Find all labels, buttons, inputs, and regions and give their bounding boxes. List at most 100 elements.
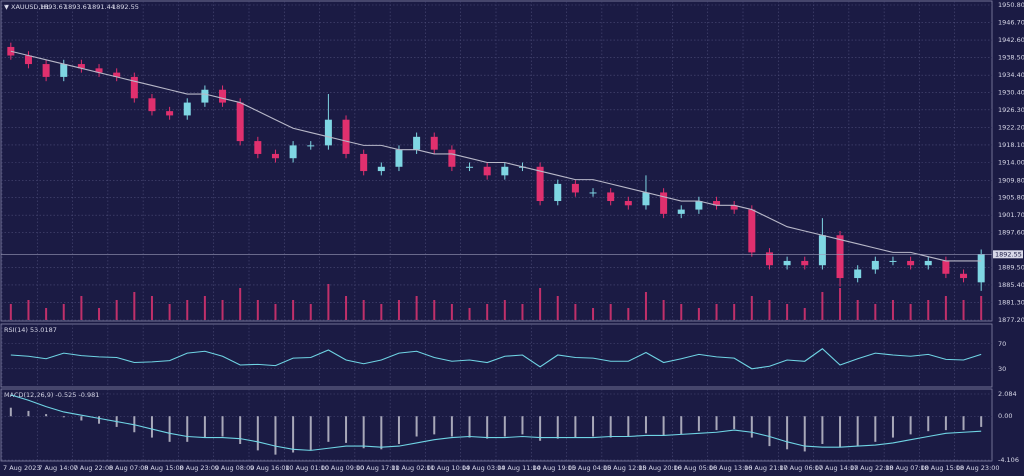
- x-tick-label: 16 Aug 05:00: [673, 464, 717, 472]
- candle-body: [148, 98, 156, 112]
- candle-body: [889, 260, 897, 262]
- volume-bar: [309, 304, 312, 320]
- x-tick-label: 17 Aug 22:00: [850, 464, 894, 472]
- macd-bar: [697, 416, 700, 432]
- volume-bar: [397, 300, 400, 320]
- x-tick-label: 9 Aug 16:00: [250, 464, 290, 472]
- rsi-panel: [0, 323, 993, 388]
- x-tick-label: 7 Aug 2023: [3, 464, 41, 472]
- volume-bar: [133, 292, 136, 320]
- x-tick-label: 16 Aug 21:00: [744, 464, 788, 472]
- candle-body: [871, 260, 879, 270]
- moving-average: [10, 50, 982, 262]
- signal-line: [10, 394, 982, 451]
- volume-bar: [715, 304, 718, 320]
- y-tick-label: 1922.20: [998, 123, 1024, 131]
- y-tick-label: 1889.50: [998, 263, 1024, 271]
- candle-body: [413, 136, 421, 150]
- macd-bar: [962, 416, 965, 431]
- volume-bar: [891, 300, 894, 320]
- volume-bar: [627, 308, 630, 320]
- macd-title: MACD(12,26,9) -0.525 -0.981: [4, 391, 99, 399]
- candle-body: [377, 166, 385, 172]
- candle-body: [130, 76, 138, 99]
- ohlc-value: 1891.44: [88, 3, 115, 11]
- x-tick-label: 18 Aug 07:00: [885, 464, 929, 472]
- volume-bar: [980, 296, 983, 320]
- volume-bar: [292, 300, 295, 320]
- volume-bar: [874, 304, 877, 320]
- volume-bar: [380, 304, 383, 320]
- y-tick-label: 1901.70: [998, 211, 1024, 219]
- candle-body: [554, 183, 562, 202]
- y-tick-label: 1905.80: [998, 194, 1024, 202]
- volume-bar: [556, 296, 559, 320]
- x-tick-label: 16 Aug 13:00: [709, 464, 753, 472]
- volume-bar: [9, 304, 12, 320]
- y-tick-label: 1885.40: [998, 281, 1024, 289]
- y-tick-label: 1930.40: [998, 88, 1024, 96]
- macd-bar: [539, 416, 542, 441]
- candle-body: [589, 192, 597, 194]
- macd-bar: [274, 416, 277, 455]
- x-tick-label: 14 Aug 19:00: [532, 464, 576, 472]
- volume-bar: [962, 300, 965, 320]
- candle-body: [307, 145, 315, 147]
- candle-body: [483, 166, 491, 176]
- candle-body: [166, 111, 174, 116]
- x-tick-label: 10 Aug 09:00: [321, 464, 365, 472]
- volume-bar: [856, 300, 859, 320]
- candle-body: [660, 192, 668, 214]
- volume-bar: [733, 304, 736, 320]
- macd-bar: [345, 416, 348, 443]
- x-tick-label: 11 Aug 02:00: [391, 464, 435, 472]
- x-tick-label: 7 Aug 14:00: [38, 464, 78, 472]
- macd-bar: [839, 416, 842, 448]
- candle-body: [748, 209, 756, 253]
- x-tick-label: 17 Aug 14:00: [815, 464, 859, 472]
- main-panel: [0, 0, 993, 322]
- volume-bar: [327, 284, 330, 320]
- x-tick-label: 15 Aug 20:00: [638, 464, 682, 472]
- macd-bar: [45, 414, 48, 417]
- volume-bar: [803, 308, 806, 320]
- macd-bar: [786, 416, 789, 450]
- x-tick-label: 10 Aug 17:00: [356, 464, 400, 472]
- volume-bar: [609, 304, 612, 320]
- candle-body: [695, 201, 703, 210]
- candle-body: [713, 201, 721, 206]
- volume-bar: [503, 300, 506, 320]
- macd-bar: [768, 416, 771, 447]
- macd-bar: [503, 416, 506, 437]
- candle-body: [95, 68, 103, 73]
- macd-bar: [292, 416, 295, 453]
- x-tick-label: 18 Aug 23:00: [956, 464, 1000, 472]
- macd-bar: [627, 416, 630, 437]
- x-tick-label: 10 Aug 01:00: [285, 464, 329, 472]
- x-tick-label: 14 Aug 03:00: [462, 464, 506, 472]
- candle-body: [501, 166, 509, 176]
- macd-bar: [556, 416, 559, 439]
- macd-bar: [609, 416, 612, 438]
- macd-bar: [486, 416, 489, 439]
- candle-body: [783, 260, 791, 266]
- candle-body: [536, 166, 544, 202]
- x-tick-label: 11 Aug 10:00: [426, 464, 470, 472]
- candle-body: [571, 183, 579, 193]
- ohlc-value: 1893.67: [64, 3, 91, 11]
- x-tick-label: 15 Aug 04:00: [568, 464, 612, 472]
- candle-body: [836, 235, 844, 279]
- x-tick-label: 14 Aug 11:00: [497, 464, 541, 472]
- volume-bar: [27, 300, 30, 320]
- rsi-title: RSI(14) 53.0187: [4, 326, 57, 334]
- candle-body: [289, 145, 297, 159]
- volume-bar: [274, 304, 277, 320]
- candle-body: [24, 55, 32, 65]
- x-tick-label: 7 Aug 22:00: [74, 464, 114, 472]
- candle-body: [801, 260, 809, 266]
- y-tick-label: 1881.30: [998, 298, 1024, 306]
- volume-bar: [186, 300, 189, 320]
- chart-title: XAUUSD,H1: [11, 3, 50, 11]
- y-tick-label: 1897.60: [998, 229, 1024, 237]
